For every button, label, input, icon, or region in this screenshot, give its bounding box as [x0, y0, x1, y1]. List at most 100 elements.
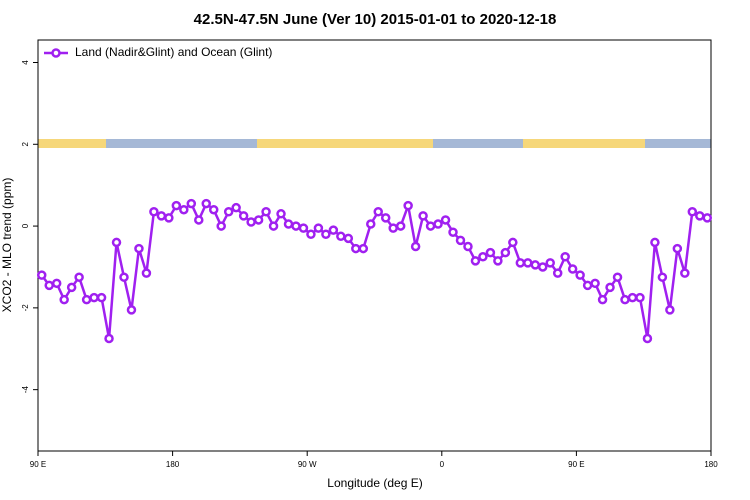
data-point	[403, 200, 413, 211]
data-point	[650, 237, 660, 248]
data-point	[51, 278, 62, 289]
data-point	[605, 282, 615, 293]
data-point	[358, 243, 369, 254]
data-point	[440, 215, 451, 225]
data-point	[96, 292, 107, 303]
data-point	[530, 260, 541, 270]
data-point	[373, 207, 383, 217]
data-point	[283, 219, 294, 229]
data-point	[171, 200, 182, 211]
data-point	[433, 219, 443, 229]
data-point	[186, 198, 197, 209]
data-point	[560, 251, 570, 262]
data-point	[538, 262, 548, 272]
x-tick-label: 180	[704, 460, 718, 469]
data-point	[223, 207, 234, 217]
x-tick-label: 0	[440, 460, 445, 469]
data-point	[552, 268, 563, 278]
data-point	[687, 207, 698, 217]
data-point	[470, 256, 481, 266]
data-point	[201, 198, 211, 209]
data-point	[268, 221, 279, 231]
x-axis-label: Longitude (deg E)	[327, 476, 422, 490]
data-point	[231, 202, 241, 213]
data-point	[351, 243, 361, 254]
data-point	[410, 241, 421, 252]
y-tick-label: -2	[21, 304, 30, 312]
data-point	[448, 227, 458, 237]
chart-title: 42.5N-47.5N June (Ver 10) 2015-01-01 to …	[194, 11, 557, 28]
x-tick-label: 90 E	[30, 460, 46, 469]
data-point	[36, 270, 47, 280]
data-point	[246, 217, 256, 227]
data-point	[216, 221, 226, 231]
legend-label: Land (Nadir&Glint) and Ocean (Glint)	[75, 45, 272, 59]
x-tick-label: 180	[166, 460, 180, 469]
data-point	[672, 243, 683, 254]
data-point	[612, 272, 623, 282]
data-point	[291, 221, 301, 231]
data-point	[395, 221, 406, 231]
data-point	[276, 209, 286, 219]
data-point	[89, 292, 99, 303]
data-point	[388, 223, 398, 233]
y-tick-label: 4	[21, 60, 30, 65]
data-point	[455, 235, 466, 246]
legend-marker	[51, 48, 61, 58]
data-point	[515, 258, 526, 268]
data-point	[485, 247, 496, 258]
data-point	[575, 270, 585, 280]
data-point	[695, 211, 705, 221]
data-point	[665, 305, 675, 315]
data-point	[680, 268, 690, 278]
data-point	[590, 278, 600, 289]
data-point	[194, 215, 204, 225]
data-point	[478, 251, 488, 262]
data-point	[66, 282, 77, 293]
data-point	[126, 305, 137, 315]
data-point	[238, 211, 249, 221]
data-point	[418, 211, 428, 221]
data-point	[298, 223, 309, 233]
data-point	[81, 294, 92, 305]
data-point	[343, 233, 354, 244]
data-point	[134, 243, 144, 254]
data-point	[104, 333, 114, 344]
data-point	[149, 207, 159, 217]
data-point	[366, 219, 376, 229]
y-tick-label: -4	[21, 386, 30, 394]
x-tick-label: 90 E	[568, 460, 584, 469]
data-point	[253, 215, 264, 225]
data-point	[642, 333, 653, 344]
data-point	[627, 292, 638, 303]
data-point	[545, 258, 555, 268]
data-point	[321, 229, 331, 240]
data-point	[336, 231, 346, 242]
data-point	[582, 280, 593, 291]
data-point	[164, 213, 174, 223]
data-point	[500, 247, 511, 258]
data-point	[59, 294, 69, 305]
data-point	[380, 213, 391, 223]
data-point	[179, 204, 189, 215]
x-tick-label: 90 W	[298, 460, 317, 469]
data-point	[44, 280, 54, 291]
data-point	[208, 204, 219, 215]
data-point	[523, 258, 533, 268]
data-point	[657, 272, 668, 282]
data-point	[508, 237, 518, 248]
data-point	[597, 294, 608, 305]
y-tick-label: 0	[21, 223, 30, 228]
y-axis-label: XCO2 - MLO trend (ppm)	[0, 178, 14, 313]
data-point	[313, 223, 324, 233]
y-tick-label: 2	[21, 142, 30, 147]
data-point	[119, 272, 129, 282]
data-point	[463, 241, 473, 252]
data-point	[261, 207, 271, 217]
data-point	[567, 264, 578, 274]
data-point	[306, 229, 316, 240]
land-ocean-strip	[38, 139, 711, 148]
data-point	[156, 211, 167, 221]
plot-frame	[37, 39, 712, 452]
